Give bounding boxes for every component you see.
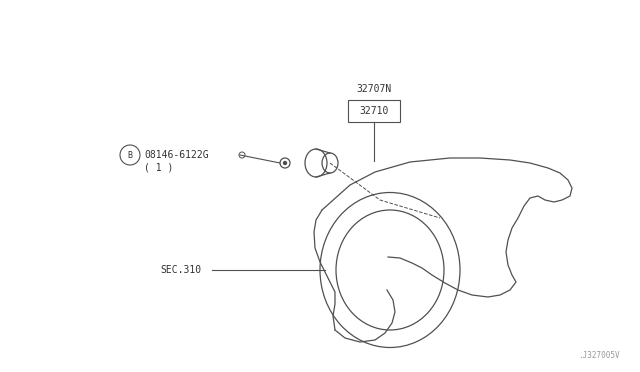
Text: SEC.310: SEC.310 [160,265,201,275]
Text: ( 1 ): ( 1 ) [144,162,173,172]
Text: .J327005V: .J327005V [579,351,620,360]
Text: B: B [127,151,132,160]
Text: 08146-6122G: 08146-6122G [144,150,209,160]
Text: 32707N: 32707N [356,84,392,94]
Text: 32710: 32710 [359,106,388,116]
Bar [348,100,400,122]
Circle shape [284,161,287,164]
